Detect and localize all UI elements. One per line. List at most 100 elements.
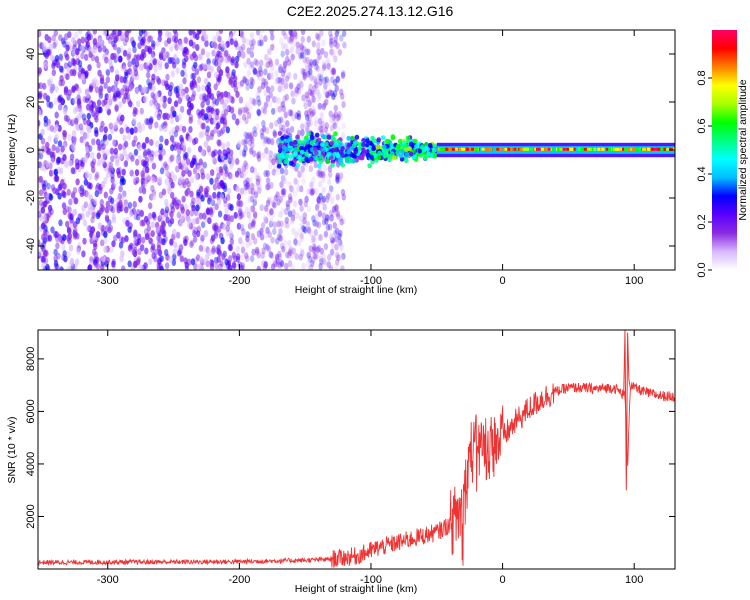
spectrogram-cell [44, 141, 50, 149]
spectrogram-cell [278, 64, 283, 72]
spectrogram-cell [171, 57, 176, 65]
spectrogram-cell [245, 231, 250, 239]
spectrogram-cell [242, 76, 247, 84]
spectrogram-cell [271, 200, 276, 208]
spectrogram-cell [256, 181, 261, 189]
spectrogram-cell [330, 147, 336, 153]
spectrogram-cell [272, 228, 277, 235]
spectrogram-cell [237, 107, 243, 115]
spectrogram-cell [223, 50, 228, 58]
spectrogram-cell [335, 174, 340, 182]
spectrogram-cell [67, 89, 72, 97]
spectrogram-cell [285, 48, 290, 56]
spectrogram-cell [222, 42, 228, 50]
spectrogram-cell [283, 61, 288, 69]
spectrogram-cell [323, 126, 328, 134]
spectrogram-cell [278, 82, 283, 90]
snr-x-tick-label: 0 [500, 574, 506, 586]
spectrogram-band-cell [537, 147, 540, 151]
spectrogram-cell [225, 40, 230, 48]
spectrogram-cell [336, 254, 341, 262]
spectrogram-cell [278, 66, 283, 74]
spectrogram-cell [241, 50, 246, 58]
spectrogram-cell [314, 132, 320, 138]
spectrogram-cell [196, 85, 201, 93]
spectrogram-cell [334, 84, 339, 92]
spectrogram-cell [120, 32, 126, 39]
spectrogram-cell [105, 200, 111, 208]
spectrogram-cell [183, 203, 189, 211]
spectrogram-cell [48, 193, 54, 201]
spectrogram-cell [214, 203, 219, 211]
spectrogram-cell [320, 197, 325, 205]
colorbar-ticks: 0.00.20.40.60.8 [696, 70, 712, 278]
spectrogram-cell [111, 139, 117, 147]
spectrogram-cell [302, 71, 307, 79]
spectrogram-cell [316, 42, 321, 49]
spectrogram-cell [71, 130, 77, 138]
spectrogram-cell [299, 247, 304, 255]
spectrogram-cell [309, 181, 314, 189]
spectrogram-cell [169, 154, 174, 162]
spectrogram-cell [152, 97, 157, 105]
spectrogram-cell [244, 117, 249, 125]
spectrogram-cell [300, 30, 306, 36]
spectrogram-cell [317, 102, 322, 110]
spectrogram-cell [313, 229, 318, 236]
spectrogram-cell [361, 142, 366, 147]
spectrogram-cell [207, 217, 212, 225]
spectrogram-cell [198, 64, 203, 72]
spectrogram-cell [235, 158, 240, 165]
spectrogram-cell [126, 53, 131, 61]
spectrogram-band-cell [524, 147, 528, 151]
spectrogram-cell [214, 262, 219, 270]
spectrogram-cell [249, 32, 255, 40]
spectrogram-cell [97, 69, 102, 77]
spectrogram-cell [164, 163, 169, 171]
spectrogram-cell [317, 180, 323, 188]
spectrogram-cell [206, 63, 211, 71]
spectrogram-cell [299, 44, 304, 52]
spectrogram-cell [314, 156, 320, 162]
spectrogram-cell [51, 151, 56, 159]
spectrogram-cell [38, 30, 42, 38]
spectrogram-cell [289, 217, 295, 225]
spectrogram-cell [173, 100, 179, 108]
spectrogram-cell [211, 49, 216, 57]
spectrogram-cell [105, 171, 111, 179]
spectrogram-cell [280, 100, 286, 108]
spectrogram-cell [105, 215, 110, 223]
spectrogram-cell [245, 132, 250, 140]
spectrogram-cell [120, 194, 125, 202]
spectrogram-cell [305, 188, 310, 196]
spectrogram-cell [255, 181, 260, 188]
spectrogram-cell [296, 185, 301, 193]
spectrogram-cell [109, 32, 115, 40]
spectrogram-cell [181, 125, 187, 133]
spectrogram-cell [302, 73, 307, 81]
spectrogram-band-cell [588, 147, 592, 151]
spectrogram-cell [213, 59, 219, 67]
spectrogram-cell [64, 161, 69, 169]
spectrogram-cell [284, 262, 289, 270]
spectrogram-cell [361, 147, 366, 153]
spectrogram-cell [137, 233, 142, 241]
spectrogram-cell [200, 221, 206, 229]
spectrogram-cell [317, 171, 323, 179]
spectrogram-cell [304, 151, 309, 157]
spectrogram-cell [335, 172, 341, 180]
spectrogram-cell [265, 61, 270, 69]
spectrogram-cell [155, 140, 160, 148]
spectrogram-cell [154, 111, 159, 118]
spectrogram-cell [154, 121, 159, 129]
spectrogram-cell [299, 215, 304, 223]
spectrogram-cell [200, 149, 206, 157]
spectrogram-cell [252, 126, 257, 134]
spectrogram-cell [209, 177, 214, 185]
spectrogram-cell [181, 142, 186, 150]
spectrogram-cell [275, 256, 280, 264]
spectrogram-cell [207, 194, 212, 202]
spectrogram-cell [135, 100, 141, 108]
spectrogram-cell [256, 108, 261, 116]
